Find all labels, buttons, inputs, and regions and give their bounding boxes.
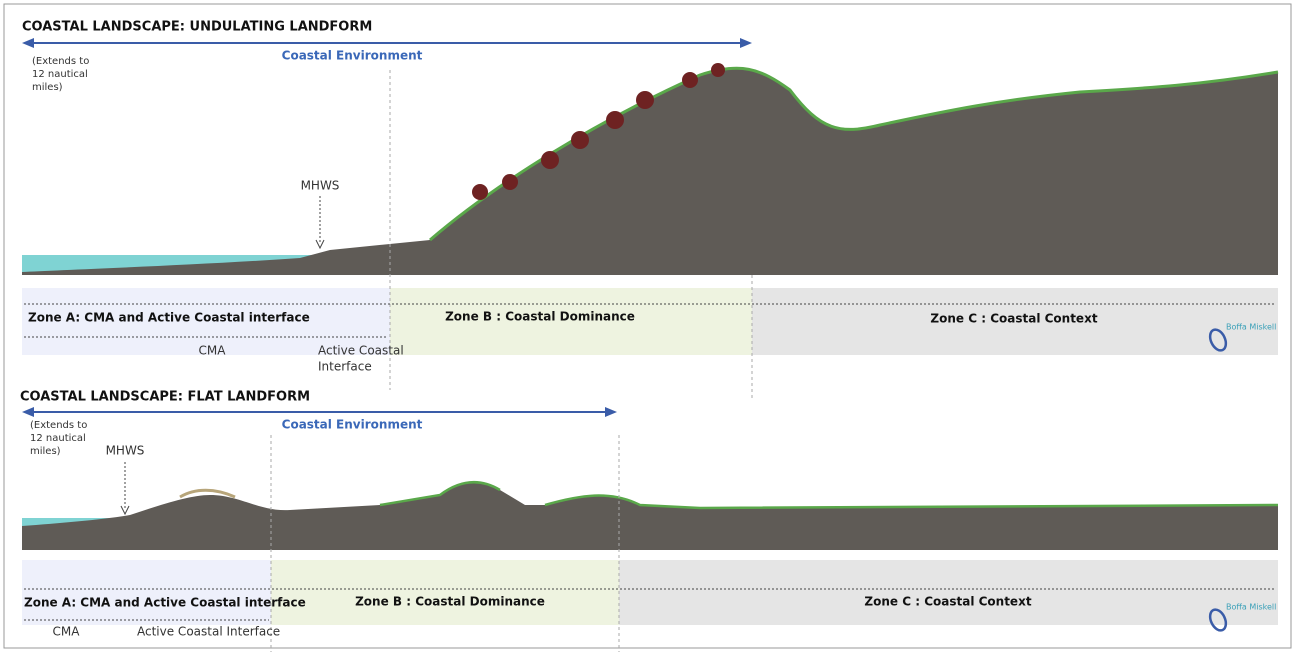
tree xyxy=(502,174,518,190)
arrow-head xyxy=(740,38,752,48)
sub-zone-label: Active Coastal xyxy=(318,344,404,358)
extent-line: 12 nautical xyxy=(32,69,88,80)
environment-label: Coastal Environment xyxy=(282,418,423,432)
tree xyxy=(636,91,654,109)
tree xyxy=(472,184,488,200)
zone-label: Zone B : Coastal Dominance xyxy=(445,310,635,324)
tree xyxy=(711,63,725,77)
mhws-label: MHWS xyxy=(301,179,340,193)
zone-label: Zone C : Coastal Context xyxy=(930,312,1097,326)
terrain xyxy=(22,482,1278,550)
zone-label: Zone C : Coastal Context xyxy=(864,595,1031,609)
mhws-label: MHWS xyxy=(106,444,145,458)
extent-line: (Extends to xyxy=(32,56,89,67)
sub-zone-label: CMA xyxy=(53,625,81,639)
logo: Boffa Miskell xyxy=(1226,603,1276,612)
zone-label: Zone A: CMA and Active Coastal interface xyxy=(24,596,306,610)
extent-line: miles) xyxy=(32,82,63,93)
logo: Boffa Miskell xyxy=(1226,323,1276,332)
extent-line: 12 nautical xyxy=(30,433,86,444)
diagram: COASTAL LANDSCAPE: UNDULATING LANDFORM C… xyxy=(0,0,1295,652)
arrow-head xyxy=(22,38,34,48)
sub-zone-label: Interface xyxy=(318,360,372,374)
sub-zone-label: Active Coastal Interface xyxy=(137,625,280,639)
zone-label: Zone B : Coastal Dominance xyxy=(355,595,545,609)
tree xyxy=(541,151,559,169)
zone-label: Zone A: CMA and Active Coastal interface xyxy=(28,311,310,325)
panel-title: COASTAL LANDSCAPE: FLAT LANDFORM xyxy=(20,390,310,405)
tree xyxy=(682,72,698,88)
arrow-head xyxy=(605,407,617,417)
zone-b xyxy=(271,560,619,625)
arrow-head xyxy=(22,407,34,417)
environment-label: Coastal Environment xyxy=(282,49,423,63)
page: {"panels": [ {"title": "COASTAL LANDSCAP… xyxy=(0,0,1295,652)
tree xyxy=(606,111,624,129)
extent-line: (Extends to xyxy=(30,420,87,431)
zone-a xyxy=(22,560,271,625)
zone-c xyxy=(619,560,1278,625)
sub-zone-label: CMA xyxy=(199,344,227,358)
extent-line: miles) xyxy=(30,446,61,457)
panel-title: COASTAL LANDSCAPE: UNDULATING LANDFORM xyxy=(22,20,372,35)
tree xyxy=(571,131,589,149)
